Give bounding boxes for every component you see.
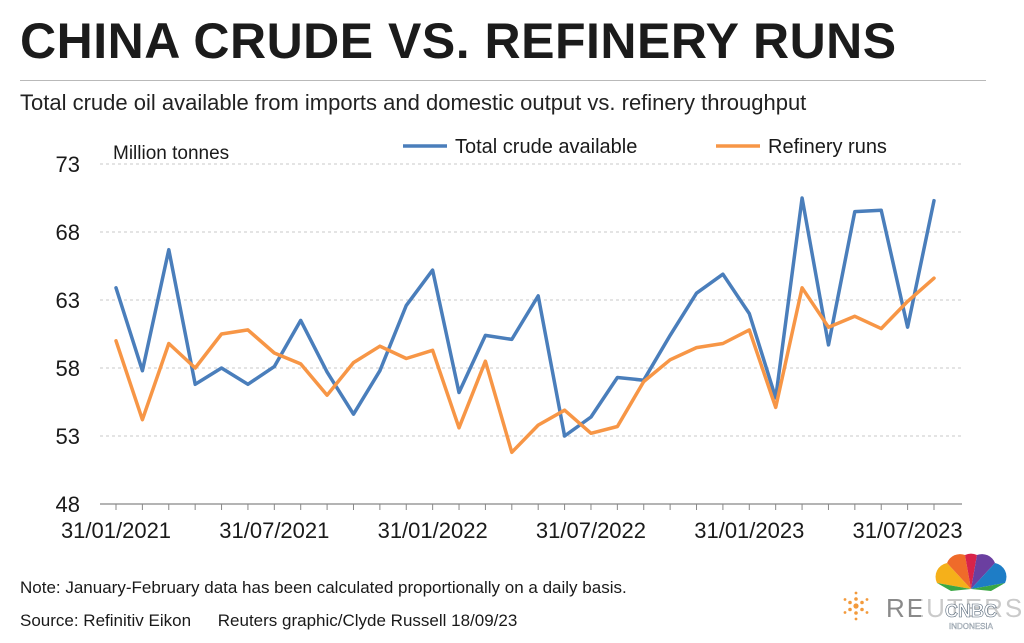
source-label: Source: Refinitiv Eikon bbox=[20, 611, 192, 630]
x-tick-label: 31/01/2021 bbox=[61, 518, 171, 543]
chart-source: Source: Refinitiv Eikon Reuters graphic/… bbox=[20, 611, 517, 631]
legend-label: Total crude available bbox=[455, 136, 637, 158]
y-tick-label: 73 bbox=[56, 152, 80, 177]
x-tick-label: 31/07/2021 bbox=[219, 518, 329, 543]
series-line-total-crude bbox=[114, 196, 936, 438]
legend-label: Refinery runs bbox=[768, 136, 887, 158]
chart-title: CHINA CRUDE VS. REFINERY RUNS bbox=[20, 13, 897, 69]
y-tick-label: 48 bbox=[56, 492, 80, 517]
y-tick-label: 68 bbox=[56, 220, 80, 245]
chart-subtitle: Total crude oil available from imports a… bbox=[20, 90, 807, 115]
y-tick-label: 53 bbox=[56, 424, 80, 449]
y-axis-label: Million tonnes bbox=[113, 143, 229, 164]
x-tick-label: 31/07/2022 bbox=[536, 518, 646, 543]
chart-note: Note: January-February data has been cal… bbox=[20, 578, 627, 597]
cnbc-subtitle: INDONESIA bbox=[949, 622, 994, 631]
cnbc-peacock-logo-icon: CNBC INDONESIA bbox=[921, 551, 1021, 641]
cnbc-wordmark: CNBC bbox=[945, 601, 997, 621]
x-tick-label: 31/01/2022 bbox=[378, 518, 488, 543]
y-tick-label: 58 bbox=[56, 356, 80, 381]
credit-label: Reuters graphic/Clyde Russell 18/09/23 bbox=[217, 611, 518, 630]
x-tick-label: 31/01/2023 bbox=[694, 518, 804, 543]
reuters-logo-icon bbox=[843, 591, 869, 621]
x-tick-label: 31/07/2023 bbox=[853, 518, 963, 543]
series-line-refinery-runs bbox=[114, 276, 936, 455]
y-tick-label: 63 bbox=[56, 288, 80, 313]
title-divider bbox=[20, 80, 986, 81]
